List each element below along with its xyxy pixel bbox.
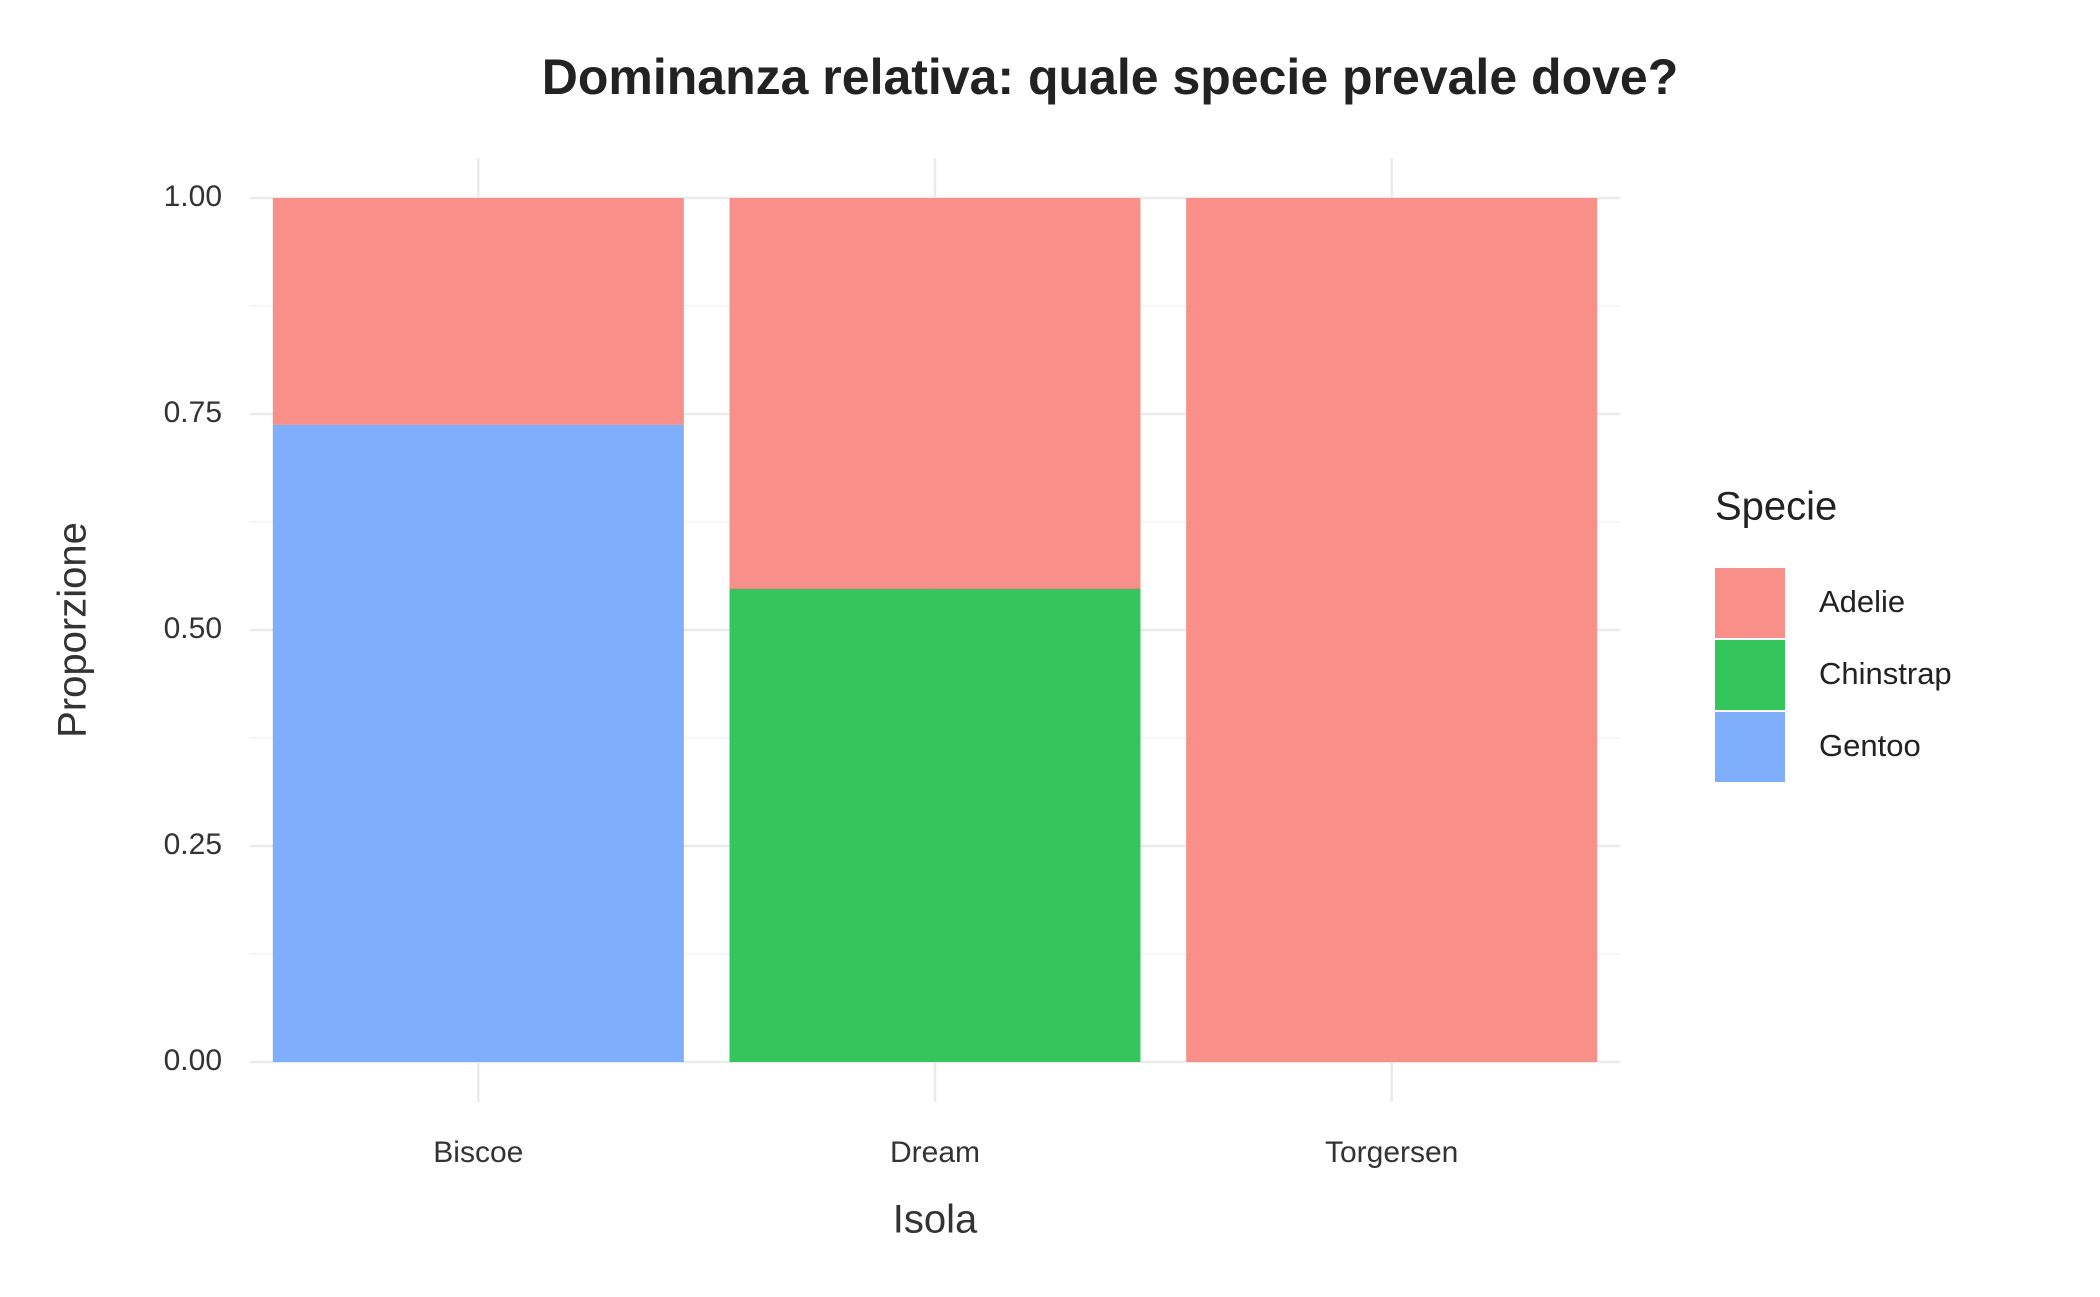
y-tick-label: 0.50 bbox=[164, 612, 222, 645]
x-axis-title: Isola bbox=[893, 1198, 978, 1242]
legend-label: Gentoo bbox=[1819, 728, 1921, 763]
bar-segment bbox=[729, 588, 1141, 1062]
legend-label: Chinstrap bbox=[1819, 656, 1952, 691]
bar-segment bbox=[729, 198, 1141, 589]
legend-key bbox=[1715, 712, 1785, 782]
legend-label: Adelie bbox=[1819, 584, 1905, 619]
x-tick-label: Torgersen bbox=[1325, 1136, 1458, 1169]
legend-key bbox=[1715, 568, 1785, 638]
bar-segment bbox=[1186, 198, 1598, 1062]
legend-title: Specie bbox=[1715, 485, 1837, 529]
y-tick-label: 0.00 bbox=[164, 1044, 222, 1077]
chart-title: Dominanza relativa: quale specie prevale… bbox=[542, 49, 1679, 105]
x-tick-label: Dream bbox=[890, 1136, 980, 1169]
bar-segment bbox=[272, 198, 684, 425]
legend-key bbox=[1715, 640, 1785, 710]
y-tick-label: 0.75 bbox=[164, 396, 222, 429]
bar-segment bbox=[272, 424, 684, 1062]
y-tick-label: 0.25 bbox=[164, 828, 222, 861]
y-axis-title: Proporzione bbox=[51, 522, 95, 738]
x-tick-label: Biscoe bbox=[433, 1136, 523, 1169]
y-tick-label: 1.00 bbox=[164, 180, 222, 213]
